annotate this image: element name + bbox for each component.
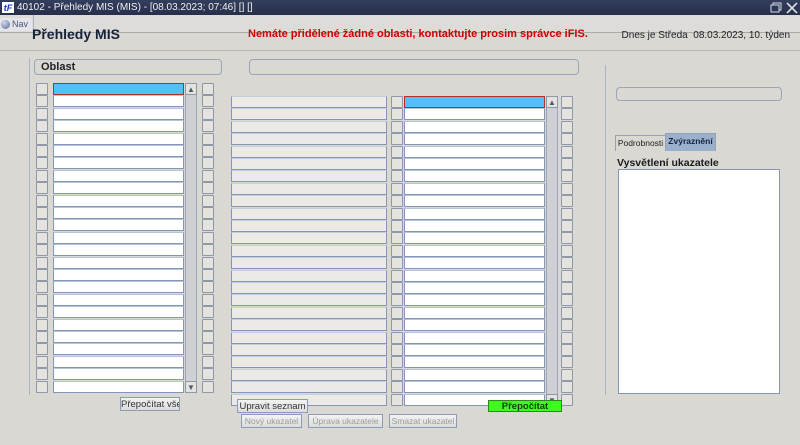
svg-text:tF: tF [4, 3, 13, 13]
